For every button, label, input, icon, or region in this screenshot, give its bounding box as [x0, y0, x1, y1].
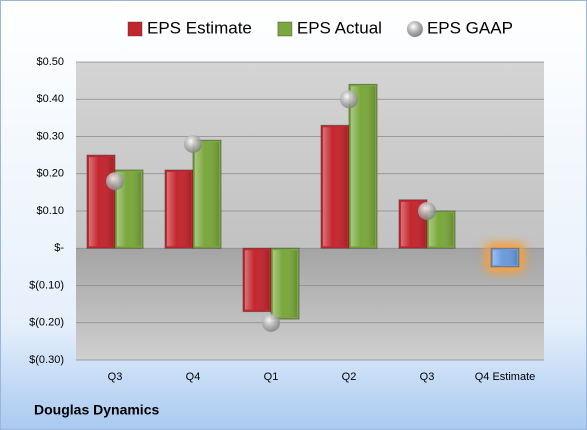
- bar-shine: [351, 86, 375, 247]
- y-tick-label: $0.20: [36, 168, 64, 180]
- legend: EPS Estimate EPS Actual EPS GAAP: [127, 18, 513, 37]
- bar: [426, 210, 456, 249]
- bar-shine: [323, 127, 347, 247]
- bar-shine: [493, 250, 517, 265]
- y-tick-label: $0.30: [36, 130, 64, 142]
- legend-label: EPS Estimate: [147, 18, 252, 37]
- y-tick-label: $(0.10): [29, 279, 64, 291]
- x-tick-label: Q1: [264, 371, 279, 383]
- marker: [106, 172, 124, 191]
- x-tick-label: Q3: [420, 371, 435, 383]
- bar-shine: [195, 142, 219, 247]
- legend-marker: [406, 21, 423, 37]
- plot-area: $0.50 $0.40 $0.30 $0.20 $0.10 $- $(0.10) $(0.20…: [29, 56, 544, 383]
- y-tick-label: $(0.20): [29, 317, 64, 329]
- y-tick-label: $0.10: [36, 205, 64, 217]
- x-tick-label: Q4: [186, 371, 201, 383]
- legend-label: EPS GAAP: [427, 18, 513, 37]
- plot-background-negative: [76, 248, 544, 360]
- legend-marker: [127, 21, 143, 37]
- bar-shine: [167, 172, 191, 247]
- bar-shine: [429, 213, 453, 247]
- bar: [242, 247, 272, 313]
- bar: [164, 169, 194, 249]
- bar-shine: [245, 250, 269, 310]
- marker: [184, 134, 202, 153]
- legend-marker: [277, 21, 293, 37]
- bar: [348, 83, 378, 249]
- y-tick-label: $0.40: [36, 93, 64, 105]
- legend-label: EPS Actual: [297, 18, 382, 37]
- y-tick-label: $0.50: [36, 56, 64, 68]
- marker: [418, 202, 436, 220]
- y-tick-label: $(0.30): [29, 354, 64, 366]
- highlighted-bar: [490, 247, 520, 268]
- footer: Douglas Dynamics: [34, 402, 159, 418]
- bar-shine: [89, 157, 113, 247]
- y-tick-label: $-: [54, 242, 64, 254]
- x-tick-label: Q2: [342, 371, 357, 383]
- x-tick-label: Q3: [108, 371, 123, 383]
- bar: [192, 139, 222, 249]
- bar-shine: [273, 250, 297, 318]
- x-tick-label: Q4 Estimate: [475, 371, 536, 383]
- bar: [320, 124, 350, 249]
- bar: [86, 154, 116, 249]
- plot-background-positive: [76, 62, 544, 249]
- bar: [270, 247, 300, 320]
- marker: [340, 90, 358, 109]
- marker: [262, 313, 280, 332]
